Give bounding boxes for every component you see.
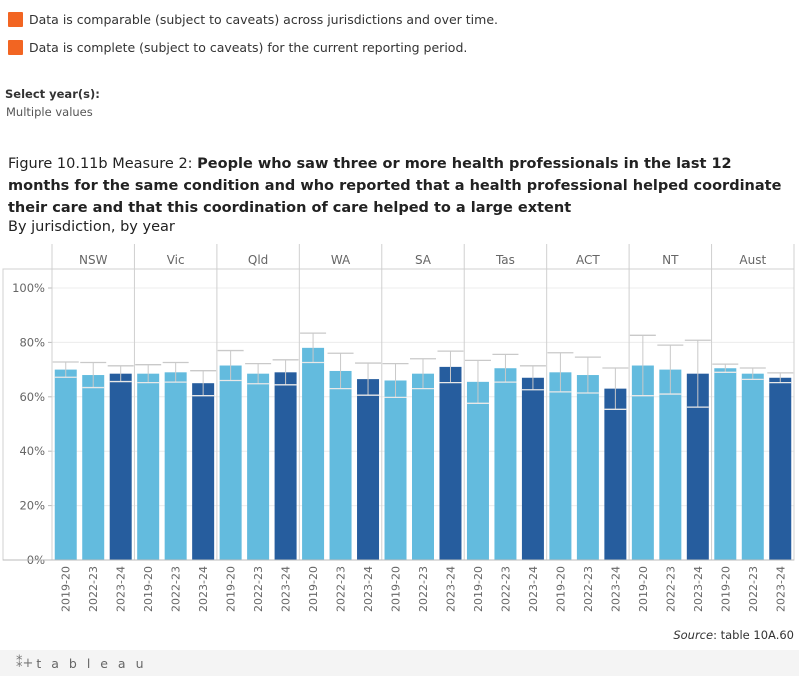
x-tick-label: 2023-24 bbox=[362, 566, 375, 612]
x-tick-label: 2019-20 bbox=[637, 566, 650, 612]
bar-ACT-2023-24 bbox=[604, 388, 627, 560]
bar-NT-2022-23 bbox=[659, 369, 682, 560]
jurisdiction-label: WA bbox=[331, 253, 351, 267]
year-filter-label: Select year(s): bbox=[5, 87, 100, 101]
source-note: Source: table 10A.60 bbox=[673, 628, 794, 642]
x-tick-label: 2022-23 bbox=[417, 566, 430, 612]
source-label: Source bbox=[673, 628, 714, 642]
jurisdiction-label: ACT bbox=[576, 253, 600, 267]
x-tick-label: 2022-23 bbox=[499, 566, 512, 612]
comparable-swatch bbox=[8, 12, 23, 27]
bar-Tas-2023-24 bbox=[521, 377, 544, 560]
bar-NSW-2023-24 bbox=[109, 373, 132, 560]
y-tick-label: 20% bbox=[19, 499, 45, 513]
bar-SA-2019-20 bbox=[384, 380, 407, 560]
jurisdiction-label: SA bbox=[415, 253, 432, 267]
x-tick-label: 2019-20 bbox=[60, 566, 73, 612]
x-tick-label: 2019-20 bbox=[225, 566, 238, 612]
x-tick-label: 2023-24 bbox=[115, 566, 128, 612]
bar-Aust-2022-23 bbox=[741, 373, 764, 560]
x-tick-label: 2023-24 bbox=[609, 566, 622, 612]
jurisdiction-label: Qld bbox=[248, 253, 268, 267]
bar-Tas-2019-20 bbox=[466, 381, 489, 560]
figure-subtitle: By jurisdiction, by year bbox=[8, 219, 175, 235]
tableau-logo[interactable]: ⁑+ t a b l e a u bbox=[16, 656, 147, 671]
x-tick-label: 2022-23 bbox=[335, 566, 348, 612]
bar-Aust-2023-24 bbox=[769, 377, 792, 560]
x-tick-label: 2022-23 bbox=[664, 566, 677, 612]
bar-Vic-2022-23 bbox=[164, 372, 187, 560]
year-filter-value[interactable]: Multiple values bbox=[6, 105, 93, 119]
x-tick-label: 2022-23 bbox=[87, 566, 100, 612]
bar-NSW-2022-23 bbox=[82, 375, 105, 560]
legend-item-complete: Data is complete (subject to caveats) fo… bbox=[8, 40, 467, 55]
x-tick-label: 2023-24 bbox=[280, 566, 293, 612]
jurisdiction-label: Tas bbox=[495, 253, 515, 267]
bar-WA-2022-23 bbox=[329, 370, 352, 560]
x-tick-label: 2019-20 bbox=[142, 566, 155, 612]
bar-WA-2019-20 bbox=[302, 347, 325, 560]
y-tick-label: 40% bbox=[19, 444, 45, 458]
x-tick-label: 2023-24 bbox=[444, 566, 457, 612]
x-tick-label: 2022-23 bbox=[747, 566, 760, 612]
y-tick-label: 80% bbox=[19, 335, 45, 349]
tableau-mark-icon: ⁑+ bbox=[16, 656, 34, 671]
footer-bar: ⁑+ t a b l e a u bbox=[0, 650, 799, 676]
x-tick-label: 2022-23 bbox=[582, 566, 595, 612]
x-tick-label: 2023-24 bbox=[774, 566, 787, 612]
x-tick-label: 2019-20 bbox=[472, 566, 485, 612]
tableau-wordmark: t a b l e a u bbox=[36, 656, 147, 671]
jurisdiction-label: Vic bbox=[167, 253, 185, 267]
bar-Vic-2023-24 bbox=[192, 383, 215, 560]
legend-text-comparable: Data is comparable (subject to caveats) … bbox=[29, 12, 498, 27]
bar-WA-2023-24 bbox=[357, 379, 380, 560]
x-tick-label: 2019-20 bbox=[719, 566, 732, 612]
jurisdiction-label: NSW bbox=[79, 253, 108, 267]
figure-title-lead: Figure 10.11b Measure 2: bbox=[8, 156, 198, 172]
bar-SA-2022-23 bbox=[412, 373, 434, 560]
figure-title: Figure 10.11b Measure 2: People who saw … bbox=[8, 153, 793, 219]
x-tick-label: 2023-24 bbox=[527, 566, 540, 612]
jurisdiction-label: NT bbox=[662, 253, 679, 267]
y-tick-label: 60% bbox=[19, 390, 45, 404]
bar-Qld-2019-20 bbox=[219, 365, 242, 560]
x-tick-label: 2019-20 bbox=[554, 566, 567, 612]
bar-ACT-2019-20 bbox=[549, 372, 572, 560]
complete-swatch bbox=[8, 40, 23, 55]
source-text: : table 10A.60 bbox=[713, 628, 794, 642]
bar-Tas-2022-23 bbox=[494, 368, 517, 560]
bar-NT-2019-20 bbox=[631, 365, 654, 560]
x-tick-label: 2019-20 bbox=[390, 566, 403, 612]
legend-text-complete: Data is complete (subject to caveats) fo… bbox=[29, 40, 468, 55]
bar-Aust-2019-20 bbox=[714, 368, 737, 560]
bar-Qld-2022-23 bbox=[247, 373, 270, 560]
bar-ACT-2022-23 bbox=[576, 375, 599, 560]
bar-NSW-2019-20 bbox=[54, 369, 77, 560]
bar-SA-2023-24 bbox=[439, 366, 462, 560]
jurisdiction-label: Aust bbox=[739, 253, 766, 267]
x-tick-label: 2023-24 bbox=[692, 566, 705, 612]
x-tick-label: 2022-23 bbox=[252, 566, 265, 612]
figure-title-main: People who saw three or more health prof… bbox=[8, 156, 782, 216]
y-tick-label: 100% bbox=[12, 281, 45, 295]
x-tick-label: 2019-20 bbox=[307, 566, 320, 612]
bar-Vic-2019-20 bbox=[137, 373, 160, 560]
bar-Qld-2023-24 bbox=[274, 372, 297, 560]
legend-item-comparable: Data is comparable (subject to caveats) … bbox=[8, 12, 498, 27]
bar-NT-2023-24 bbox=[686, 373, 709, 560]
x-tick-label: 2022-23 bbox=[170, 566, 183, 612]
x-tick-label: 2023-24 bbox=[197, 566, 210, 612]
